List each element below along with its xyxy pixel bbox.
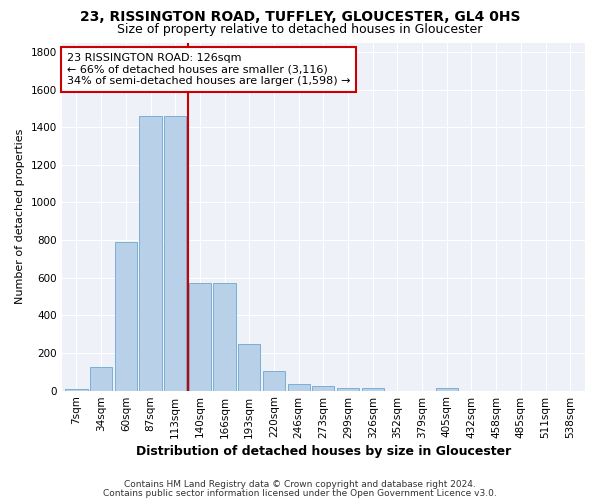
Text: Contains HM Land Registry data © Crown copyright and database right 2024.: Contains HM Land Registry data © Crown c… bbox=[124, 480, 476, 489]
Bar bbox=[312, 386, 334, 390]
Bar bbox=[139, 116, 161, 390]
Text: 23, RISSINGTON ROAD, TUFFLEY, GLOUCESTER, GL4 0HS: 23, RISSINGTON ROAD, TUFFLEY, GLOUCESTER… bbox=[80, 10, 520, 24]
Bar bbox=[362, 388, 384, 390]
Bar bbox=[164, 116, 187, 390]
Bar bbox=[337, 388, 359, 390]
Bar bbox=[65, 388, 88, 390]
Text: Size of property relative to detached houses in Gloucester: Size of property relative to detached ho… bbox=[118, 22, 482, 36]
Y-axis label: Number of detached properties: Number of detached properties bbox=[15, 129, 25, 304]
Bar bbox=[90, 367, 112, 390]
Bar bbox=[115, 242, 137, 390]
Bar bbox=[263, 371, 285, 390]
Text: Contains public sector information licensed under the Open Government Licence v3: Contains public sector information licen… bbox=[103, 488, 497, 498]
Bar bbox=[238, 344, 260, 391]
Bar bbox=[436, 388, 458, 390]
Bar bbox=[287, 384, 310, 390]
X-axis label: Distribution of detached houses by size in Gloucester: Distribution of detached houses by size … bbox=[136, 444, 511, 458]
Text: 23 RISSINGTON ROAD: 126sqm
← 66% of detached houses are smaller (3,116)
34% of s: 23 RISSINGTON ROAD: 126sqm ← 66% of deta… bbox=[67, 53, 350, 86]
Bar bbox=[214, 284, 236, 391]
Bar bbox=[189, 284, 211, 391]
